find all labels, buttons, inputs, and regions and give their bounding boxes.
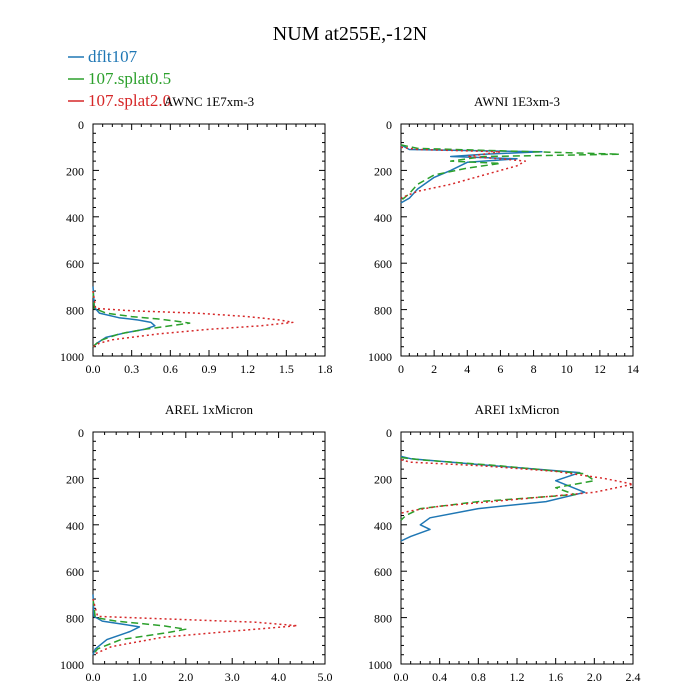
- y-tick-label: 1000: [368, 658, 392, 672]
- y-tick-label: 0: [78, 118, 84, 132]
- x-tick-label: 2.0: [587, 670, 602, 684]
- x-tick-label: 5.0: [318, 670, 333, 684]
- x-tick-label: 0.0: [86, 362, 101, 376]
- y-tick-label: 600: [374, 257, 392, 271]
- y-tick-label: 400: [374, 519, 392, 533]
- y-tick-label: 200: [66, 472, 84, 486]
- y-tick-label: 0: [386, 426, 392, 440]
- y-tick-label: 1000: [368, 350, 392, 364]
- series-line-107-splat2-0: [400, 459, 634, 514]
- legend: dflt107 107.splat0.5 107.splat2.0: [68, 47, 171, 110]
- x-tick-label: 10: [561, 362, 573, 376]
- series-line-dflt107: [92, 594, 141, 655]
- y-tick-label: 400: [374, 211, 392, 225]
- x-tick-label: 1.6: [548, 670, 563, 684]
- y-tick-label: 200: [66, 164, 84, 178]
- x-tick-label: 0.0: [394, 670, 409, 684]
- x-tick-label: 2.4: [626, 670, 641, 684]
- panels: AWNC 1E7xm-30.0 0.3 0.6 0.9 1.2 1.5 1.80200400…: [60, 94, 641, 684]
- series-line-107-splat2-0: [92, 598, 298, 656]
- series-line-107-splat0-5: [400, 144, 621, 202]
- panel-title: AWNC 1E7xm-3: [164, 94, 254, 109]
- x-tick-label: 1.8: [318, 362, 333, 376]
- x-tick-label: 2: [431, 362, 437, 376]
- panel-title: AWNI 1E3xm-3: [474, 94, 560, 109]
- x-tick-label: 4.0: [271, 670, 286, 684]
- y-tick-label: 1000: [60, 350, 84, 364]
- y-tick-label: 800: [374, 304, 392, 318]
- series-line-107-splat0-5: [92, 290, 191, 348]
- series-line-dflt107: [92, 286, 156, 348]
- y-tick-label: 600: [66, 565, 84, 579]
- panel-title: AREI 1xMicron: [475, 402, 560, 417]
- x-tick-label: 8: [531, 362, 537, 376]
- x-tick-label: 14: [627, 362, 639, 376]
- y-tick-label: 200: [374, 472, 392, 486]
- series-line-107-splat2-0: [92, 290, 294, 348]
- legend-entry: 107.splat2.0: [88, 91, 171, 110]
- y-tick-label: 400: [66, 211, 84, 225]
- x-tick-label: 0: [398, 362, 404, 376]
- axes-frame: [92, 431, 326, 665]
- axes-frame: [92, 123, 326, 357]
- x-tick-label: 0.0: [86, 670, 101, 684]
- y-tick-label: 800: [66, 304, 84, 318]
- y-tick-label: 200: [374, 164, 392, 178]
- x-tick-label: 0.8: [471, 670, 486, 684]
- y-tick-label: 800: [66, 612, 84, 626]
- series-line-dflt107: [400, 144, 543, 204]
- x-tick-label: 1.2: [240, 362, 255, 376]
- x-tick-label: 0.6: [163, 362, 178, 376]
- chart-panel: AWNI 1E3xm-3 0 2 4 6 8 10 12 14 0 200 400 600 800 1000: [368, 94, 639, 376]
- x-tick-label: 3.0: [225, 670, 240, 684]
- chart-panel: AWNC 1E7xm-3 0.0 0.3 0.6 0.9 1.2 1.5 1.8 0 200 400…: [60, 94, 333, 376]
- x-tick-label: 12: [594, 362, 606, 376]
- y-tick-label: 800: [374, 612, 392, 626]
- series-line-107-splat2-0: [400, 146, 527, 199]
- x-tick-label: 0.4: [432, 670, 447, 684]
- series-line-107-splat0-5: [92, 598, 187, 656]
- chart-panel: AREL 1xMicron 0.0 1.0 2.0 3.0 4.0 5.0 0 200 400 60…: [60, 402, 333, 684]
- x-tick-label: 1.2: [510, 670, 525, 684]
- x-tick-label: 6: [497, 362, 503, 376]
- y-tick-label: 1000: [60, 658, 84, 672]
- x-tick-label: 4: [464, 362, 470, 376]
- x-tick-label: 2.0: [178, 670, 193, 684]
- legend-entry: 107.splat0.5: [88, 69, 171, 88]
- y-tick-label: 0: [386, 118, 392, 132]
- series-line-dflt107: [400, 455, 586, 542]
- series-line-107-splat0-5: [400, 456, 596, 521]
- panel-title: AREL 1xMicron: [165, 402, 253, 417]
- y-tick-label: 0: [78, 426, 84, 440]
- x-tick-label: 0.3: [124, 362, 139, 376]
- x-tick-label: 0.9: [202, 362, 217, 376]
- y-tick-label: 600: [66, 257, 84, 271]
- y-tick-label: 600: [374, 565, 392, 579]
- x-tick-label: 1.5: [279, 362, 294, 376]
- x-tick-label: 1.0: [132, 670, 147, 684]
- figure-title: NUM at255E,-12N: [273, 23, 427, 45]
- y-tick-label: 400: [66, 519, 84, 533]
- legend-entry: dflt107: [88, 47, 138, 66]
- chart-panel: AREI 1xMicron 0.0 0.4 0.8 1.2 1.6 2.0 2.4 0 200 40…: [368, 402, 641, 684]
